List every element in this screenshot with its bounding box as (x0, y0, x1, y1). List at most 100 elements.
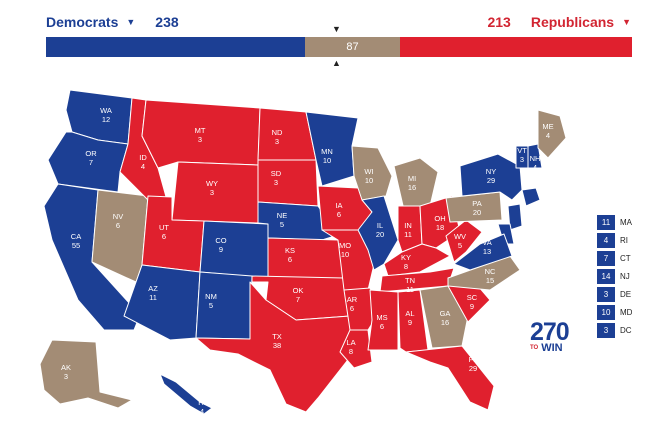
state-ev-pa: 20 (473, 208, 481, 217)
state-va[interactable] (453, 233, 513, 271)
small-state-ev[interactable]: 10 (597, 305, 615, 320)
small-state-abbr: CT (620, 254, 631, 263)
state-label-ne: NE (277, 211, 287, 220)
state-ev-id: 4 (141, 162, 145, 171)
state-ga[interactable] (419, 285, 469, 349)
state-ak[interactable] (39, 339, 133, 409)
state-label-wa: WA (100, 106, 112, 115)
state-co[interactable] (199, 220, 269, 279)
state-label-co: CO (215, 236, 226, 245)
republicans-header[interactable]: 213 Republicans ▼ (487, 14, 631, 30)
caret-down-icon[interactable]: ▼ (126, 17, 136, 27)
state-label-ga: GA (440, 309, 451, 318)
state-me[interactable] (537, 109, 567, 159)
state-label-va: VA (482, 238, 491, 247)
small-state-ev[interactable]: 11 (597, 215, 615, 230)
state-ev-wa: 12 (102, 115, 110, 124)
state-wv[interactable] (445, 219, 483, 263)
state-ev-ut: 6 (162, 232, 166, 241)
state-ev-fl: 29 (469, 364, 477, 373)
electoral-vote-bar: 87 (46, 37, 632, 57)
state-tx[interactable] (195, 281, 355, 413)
state-nm[interactable] (195, 271, 253, 340)
state-label-ia: IA (335, 201, 342, 210)
state-label-fl: FL (469, 355, 478, 364)
small-state-abbr: DE (620, 290, 632, 299)
logo-win: WIN (541, 342, 563, 354)
state-label-ks: KS (285, 246, 295, 255)
state-sd[interactable] (257, 159, 319, 207)
state-ev-mi: 16 (408, 183, 416, 192)
state-ev-ok: 7 (296, 295, 300, 304)
state-ev-ks: 6 (288, 255, 292, 264)
state-ev-ga: 16 (441, 318, 449, 327)
state-il[interactable] (357, 195, 399, 271)
small-state-ev[interactable]: 3 (597, 323, 615, 338)
270towin-logo[interactable]: 270 TO WIN (530, 318, 570, 355)
state-label-mn: MN (321, 147, 333, 156)
democrat-segment (46, 37, 305, 57)
state-label-mo: MO (339, 241, 351, 250)
small-state-abbr: RI (620, 236, 628, 245)
state-ev-sc: 9 (470, 302, 474, 311)
state-label-ak: AK (61, 363, 71, 372)
state-label-al: AL (405, 309, 414, 318)
state-label-la: LA (346, 338, 355, 347)
small-state-ct[interactable]: 7 CT (597, 250, 632, 267)
state-ev-ar: 6 (350, 304, 354, 313)
state-ks[interactable] (267, 237, 345, 279)
caret-down-icon[interactable]: ▼ (622, 17, 631, 27)
state-region-extra[interactable] (507, 203, 523, 231)
state-label-sd: SD (271, 169, 282, 178)
small-state-abbr: MD (620, 308, 633, 317)
state-ev-va: 13 (483, 247, 491, 256)
midpoint-arrow-up-icon: ▲ (332, 58, 341, 68)
state-ny[interactable] (459, 153, 523, 201)
state-hi[interactable] (159, 373, 213, 415)
small-states-list: 11 MA 4 RI 7 CT 14 NJ 3 DE 10 MD 3 DC (597, 214, 632, 340)
state-ev-mo: 10 (341, 250, 349, 259)
state-fl[interactable] (405, 345, 495, 411)
small-state-ev[interactable]: 4 (597, 233, 615, 248)
small-state-ev[interactable]: 3 (597, 287, 615, 302)
state-ms[interactable] (367, 289, 399, 351)
state-nh[interactable] (527, 143, 543, 169)
state-wi[interactable] (351, 145, 393, 201)
small-state-md[interactable]: 10 MD (597, 304, 632, 321)
state-label-nc: NC (485, 267, 496, 276)
state-ev-ia: 6 (337, 210, 341, 219)
state-wy[interactable] (171, 161, 259, 224)
state-label-vt: VT (517, 146, 527, 155)
state-label-in: IN (404, 221, 412, 230)
state-ev-az: 11 (149, 293, 157, 302)
small-state-ri[interactable]: 4 RI (597, 232, 632, 249)
democrats-header[interactable]: Democrats ▼ 238 (46, 14, 179, 30)
small-state-de[interactable]: 3 DE (597, 286, 632, 303)
small-state-ev[interactable]: 14 (597, 269, 615, 284)
midpoint-arrow-down-icon: ▼ (332, 24, 341, 34)
state-ev-mn: 10 (323, 156, 331, 165)
logo-to: TO (530, 345, 539, 351)
small-state-nj[interactable]: 14 NJ (597, 268, 632, 285)
small-state-ma[interactable]: 11 MA (597, 214, 632, 231)
small-state-dc[interactable]: 3 DC (597, 322, 632, 339)
small-state-ev[interactable]: 7 (597, 251, 615, 266)
republican-segment (399, 37, 632, 57)
state-region-extra[interactable] (521, 187, 541, 207)
state-ev-mt: 3 (198, 135, 202, 144)
state-ev-co: 9 (219, 245, 223, 254)
state-label-tx: TX (272, 332, 282, 341)
state-ev-nh: 4 (533, 163, 537, 172)
state-ev-il: 20 (376, 230, 384, 239)
state-label-ut: UT (159, 223, 169, 232)
state-ev-nd: 3 (275, 137, 279, 146)
logo-number: 270 (530, 318, 570, 346)
state-ev-oh: 18 (436, 223, 444, 232)
state-label-ms: MS (376, 313, 387, 322)
democrats-label[interactable]: Democrats (46, 14, 119, 30)
small-state-abbr: MA (620, 218, 632, 227)
republicans-label[interactable]: Republicans (530, 14, 615, 30)
state-ev-nv: 6 (116, 221, 120, 230)
state-nv[interactable] (91, 189, 149, 283)
state-la[interactable] (339, 329, 373, 369)
